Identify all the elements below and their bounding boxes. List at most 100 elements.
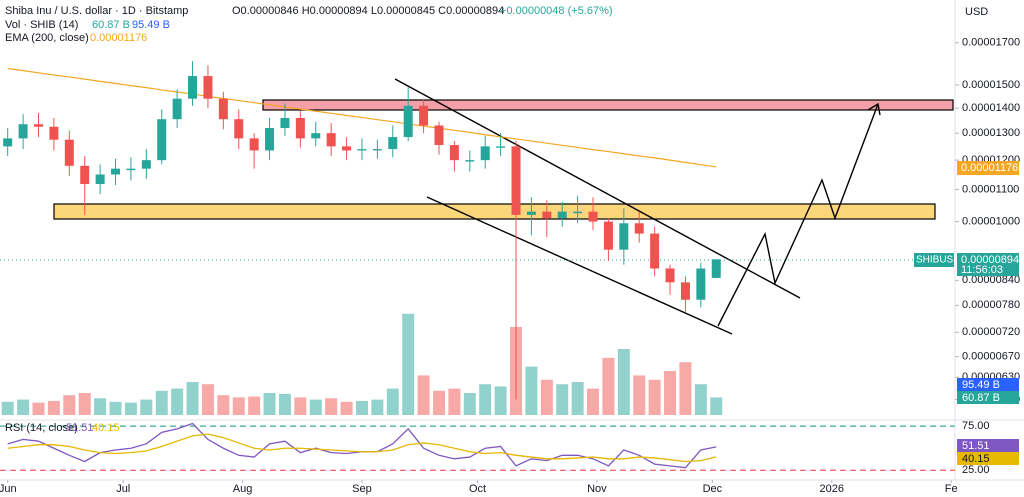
rsi-title: RSI (14, close) [5,422,78,434]
volume-bar [124,402,137,415]
y-tick-label: 0.00000780 [962,299,1020,311]
y-tick-label: 0.00001500 [962,79,1020,91]
candle-body [419,105,429,126]
ema-readout: 0.00001176 [90,32,147,44]
rsi-ma-label: 40.15 [962,453,990,465]
candle-body [326,133,336,147]
candle-body [557,211,567,219]
candle-body [157,119,167,161]
rsi-label: 51.51 [962,440,990,452]
volume-bar [355,400,368,415]
volume-bar [571,382,584,415]
volume-bar [325,398,338,415]
last-price-label: 0.00000894 [961,254,1019,266]
volume-bar [63,395,76,415]
volume-ma-readout: 95.49 B [132,19,170,31]
candle-body [141,160,151,169]
ema-line [7,67,717,168]
volume-bar [32,402,45,415]
candle-body [696,268,706,300]
support-zone [53,203,936,220]
volume-bar [294,397,307,415]
volume-ma-tag [957,378,1019,391]
volume-bar [109,401,122,415]
volume-bar [648,379,661,415]
ema-price-tag [957,161,1019,175]
x-tick-label: Jun [0,483,17,495]
volume-bar [494,386,507,415]
candle-body [34,124,44,127]
volume-bar [232,397,245,415]
volume-bar [309,399,322,415]
volume-bar [17,399,30,415]
volume-bar [94,398,107,415]
volume-bar [525,366,538,415]
y-tick-label: 0.00000840 [962,274,1020,286]
countdown: 11:56:03 [961,264,1003,276]
candle-body [172,98,182,120]
y-tick-label: 0.00001700 [962,37,1020,49]
y-tick-label: 0.00001300 [962,127,1020,139]
rsi-tick-label: 25.00 [962,464,990,476]
candle-body [265,128,275,151]
candle-body [603,221,613,250]
candle-body [357,149,367,151]
volume-bar [386,388,399,415]
volume-bar [694,384,707,415]
volume-title: Vol · SHIB (14) [5,19,78,31]
candle-body [64,139,74,166]
volume-bar [278,393,291,415]
currency: USD [965,6,988,18]
y-tick-label: 0.00001000 [962,215,1020,227]
candle-body [188,76,198,99]
candle-body [680,282,690,300]
y-tick-label: 0.00001400 [962,102,1020,114]
volume-bar [540,379,553,415]
candle-body [480,146,490,161]
candle-body [542,211,552,219]
volume-readout: 60.87 B [92,19,130,31]
candle-body [280,117,290,129]
volume-bar [217,395,230,415]
candle-body [465,160,475,162]
volume-bar [479,384,492,415]
channel-line [426,196,733,335]
candle-body [619,223,629,250]
candle-body [203,76,213,99]
resistance-zone [262,99,954,111]
volume-bar [140,399,153,415]
symbol: Shiba Inu / U.S. dollar · 1D · Bitstamp [5,5,188,17]
rsi-readout: 51.51 [66,422,94,434]
rsi-tick-label: 75.00 [962,420,990,432]
candle-body [511,146,521,215]
volume-bar [710,397,723,415]
candle-body [95,174,105,184]
symbol-tag-label: SHIBUSD [916,255,960,266]
volume-tag [957,391,1019,404]
candle-body [573,211,583,214]
x-tick-label: Fe [945,483,958,495]
candle-body [449,145,459,161]
volume-bar [340,401,353,415]
candle-body [372,149,382,151]
change-readout: +0.00000048 (+5.67%) [500,5,613,17]
candle-body [311,133,321,139]
candle-body [388,137,398,150]
y-tick-label: 0.00000720 [962,326,1020,338]
volume-label: 60.87 B [962,392,1000,404]
volume-ma-label: 95.49 B [962,379,1000,391]
volume-bar [463,393,476,415]
volume-bar [602,357,615,415]
volume-bar [417,375,430,415]
volume-bar [556,384,569,415]
last-price-tag [957,253,1019,276]
volume-bar [186,382,199,415]
volume-bar [155,390,168,415]
volume-bar [1,401,14,415]
x-tick-label: Jul [116,483,130,495]
ema-title: EMA (200, close) [5,32,89,44]
volume-bar [248,396,261,415]
rsi-ma-readout: 40.15 [92,422,120,434]
